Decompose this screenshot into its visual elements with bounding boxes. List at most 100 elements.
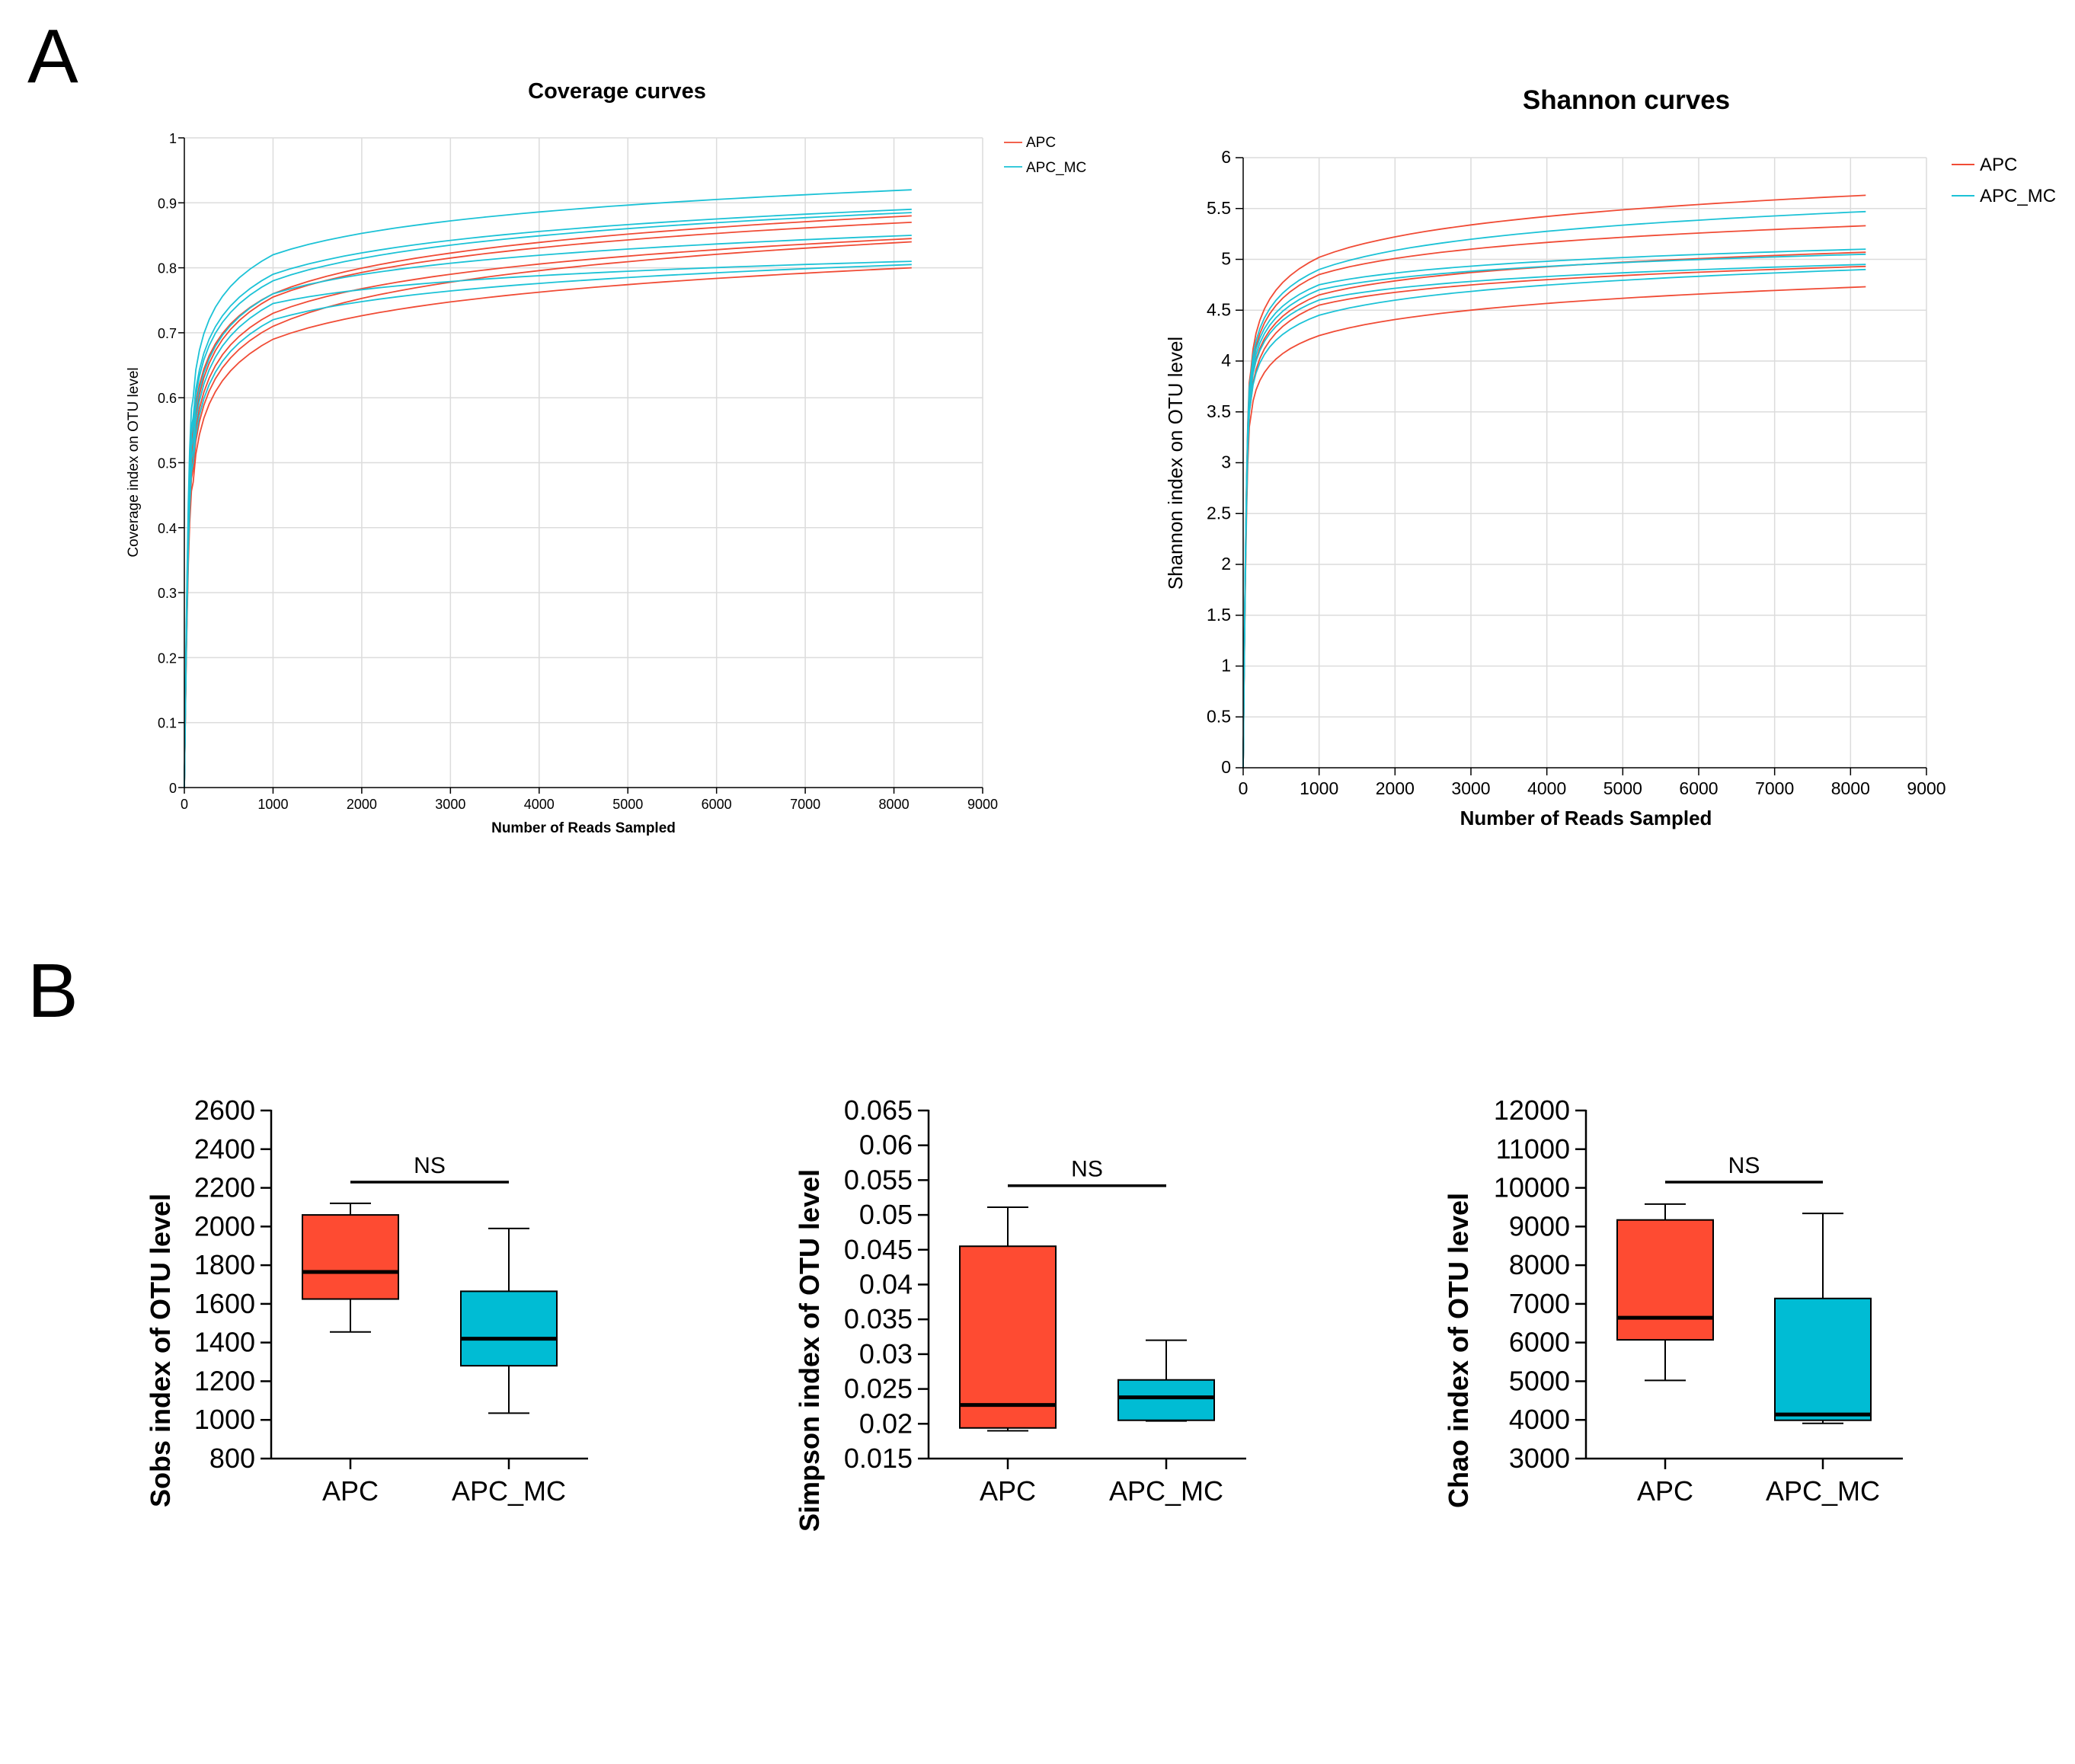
shannon-series-apc-0 <box>1242 286 1866 769</box>
shannon-y-tick-label: 5.5 <box>1207 198 1231 218</box>
sobs-y-tick-label: 1400 <box>194 1327 255 1358</box>
coverage-x-tick-label: 0 <box>181 797 188 812</box>
chao-y-tick-label: 7000 <box>1509 1288 1570 1319</box>
shannon-legend-apc: APC <box>1980 155 2017 175</box>
coverage-curves <box>184 189 912 788</box>
shannon-x-tick-label: 0 <box>1239 778 1249 798</box>
shannon-x-tick-label: 8000 <box>1831 778 1870 798</box>
coverage-y-tick-label: 0.4 <box>158 521 177 536</box>
sobs-y-tick-label: 800 <box>209 1443 255 1474</box>
simpson-apc-box <box>959 1245 1057 1429</box>
chao-y-tick-label: 4000 <box>1509 1404 1570 1435</box>
simpson-significance-label: NS <box>1071 1157 1103 1182</box>
sobs-boxes: NS <box>302 1153 558 1414</box>
coverage-legend-apc: APC <box>1026 135 1056 151</box>
simpson-x-tick-label-apc-mc: APC_MC <box>1109 1475 1223 1507</box>
shannon-x-tick-label: 6000 <box>1679 778 1718 798</box>
shannon-title: Shannon curves <box>1523 85 1730 115</box>
simpson-boxes: NS <box>959 1157 1215 1432</box>
shannon-y-tick-label: 3 <box>1221 452 1231 472</box>
sobs-x-tick-label-apc-mc: APC_MC <box>452 1475 566 1507</box>
coverage-y-tick-label: 0.5 <box>158 456 177 471</box>
shannon-chart: Shannon curves 0 1000 2000 3000 4000 5000 6000… <box>1164 85 2056 829</box>
coverage-x-tick-label: 8000 <box>879 797 910 812</box>
coverage-series-apc-mc-8 <box>184 212 912 788</box>
sobs-y-axis-label: Sobs index of OTU level <box>145 1194 176 1507</box>
chao-y-tick-label: 11000 <box>1496 1133 1570 1165</box>
coverage-series-apc-4 <box>184 215 912 788</box>
coverage-y-tick-label: 1 <box>169 131 177 146</box>
chao-y-axis-label: Chao index of OTU level <box>1443 1193 1474 1508</box>
coverage-series-apc-2 <box>184 238 912 788</box>
sobs-y-tick-label: 1200 <box>194 1365 255 1396</box>
shannon-x-tick-label: 3000 <box>1451 778 1490 798</box>
chao-y-tick-label: 12000 <box>1494 1095 1570 1126</box>
shannon-y-tick-label: 0 <box>1221 757 1231 777</box>
coverage-y-tick-label: 0.7 <box>158 326 177 341</box>
sobs-ticks: 800 1000 1200 1400 1600 1800 2000 2200 2400 2600 A… <box>194 1095 588 1507</box>
simpson-y-tick-label: 0.025 <box>844 1373 913 1404</box>
simpson-y-tick-label: 0.055 <box>844 1164 913 1195</box>
shannon-x-tick-label: 4000 <box>1527 778 1566 798</box>
shannon-y-tick-label: 5 <box>1221 249 1231 269</box>
shannon-grid <box>1243 157 1927 768</box>
panel-label-b: B <box>27 948 78 1034</box>
shannon-series-apc-mc-7 <box>1242 253 1866 769</box>
coverage-y-tick-label: 0 <box>169 781 177 796</box>
coverage-y-tick-label: 0.1 <box>158 716 177 731</box>
coverage-x-tick-label: 5000 <box>612 797 643 812</box>
simpson-y-tick-label: 0.05 <box>859 1199 913 1230</box>
shannon-ticks: 0 1000 2000 3000 4000 5000 6000 7000 8000 9000 0 0.… <box>1207 147 1946 798</box>
chao-x-tick-label-apc-mc: APC_MC <box>1766 1475 1880 1507</box>
sobs-apc-box <box>302 1214 399 1300</box>
chao-y-tick-label: 10000 <box>1494 1172 1570 1203</box>
chao-y-tick-label: 5000 <box>1509 1365 1570 1396</box>
simpson-y-tick-label: 0.02 <box>859 1408 913 1439</box>
coverage-x-tick-label: 9000 <box>967 797 998 812</box>
shannon-series-apc-mc-9 <box>1242 210 1866 769</box>
coverage-series-apc-0 <box>184 267 912 788</box>
coverage-x-tick-label: 2000 <box>347 797 377 812</box>
coverage-x-axis-label: Number of Reads Sampled <box>491 820 676 836</box>
chao-boxplot: 3000 4000 5000 6000 7000 8000 9000 10000 11000 12… <box>1443 1095 1903 1508</box>
coverage-grid <box>184 137 983 788</box>
shannon-y-tick-label: 2 <box>1221 554 1231 574</box>
shannon-y-tick-label: 4 <box>1221 350 1231 370</box>
shannon-y-tick-label: 1.5 <box>1207 605 1231 625</box>
shannon-legend-apc-mc: APC_MC <box>1980 186 2056 206</box>
coverage-series-apc-mc-9 <box>184 208 912 788</box>
simpson-y-tick-label: 0.035 <box>844 1303 913 1334</box>
coverage-title: Coverage curves <box>528 79 706 104</box>
chao-apc-mc-box <box>1774 1297 1872 1421</box>
shannon-x-axis-label: Number of Reads Sampled <box>1460 807 1712 829</box>
coverage-series-apc-mc-5 <box>184 264 912 788</box>
simpson-y-tick-label: 0.06 <box>859 1130 913 1161</box>
shannon-series-apc-mc-8 <box>1242 248 1866 769</box>
sobs-apc-mc-box <box>460 1290 558 1367</box>
shannon-x-tick-label: 2000 <box>1376 778 1415 798</box>
coverage-y-tick-label: 0.3 <box>158 586 177 601</box>
coverage-series-apc-mc-10 <box>184 189 912 788</box>
shannon-y-tick-label: 2.5 <box>1207 503 1231 522</box>
chao-x-tick-label-apc: APC <box>1637 1475 1693 1507</box>
coverage-series-apc-3 <box>184 222 912 788</box>
coverage-chart: Coverage curves 0 1000 2000 3000 4000 5000 600… <box>126 79 1086 836</box>
sobs-x-tick-label-apc: APC <box>322 1475 379 1507</box>
sobs-y-tick-label: 2600 <box>194 1095 255 1126</box>
sobs-boxplot: 800 1000 1200 1400 1600 1800 2000 2200 2400 2600 A… <box>145 1095 588 1507</box>
sobs-y-tick-label: 1800 <box>194 1249 255 1280</box>
coverage-y-tick-label: 0.9 <box>158 196 177 211</box>
shannon-y-tick-label: 4.5 <box>1207 299 1231 319</box>
coverage-axes <box>178 137 983 794</box>
chao-significance-label: NS <box>1728 1153 1760 1178</box>
shannon-y-tick-label: 0.5 <box>1207 706 1231 726</box>
simpson-y-axis-label: Simpson index of OTU level <box>794 1169 825 1532</box>
shannon-series-apc-4 <box>1242 194 1866 769</box>
sobs-y-tick-label: 1000 <box>194 1404 255 1435</box>
shannon-y-tick-label: 6 <box>1221 147 1231 167</box>
shannon-x-tick-label: 1000 <box>1300 778 1338 798</box>
simpson-y-tick-label: 0.045 <box>844 1234 913 1265</box>
chao-y-tick-label: 6000 <box>1509 1327 1570 1358</box>
